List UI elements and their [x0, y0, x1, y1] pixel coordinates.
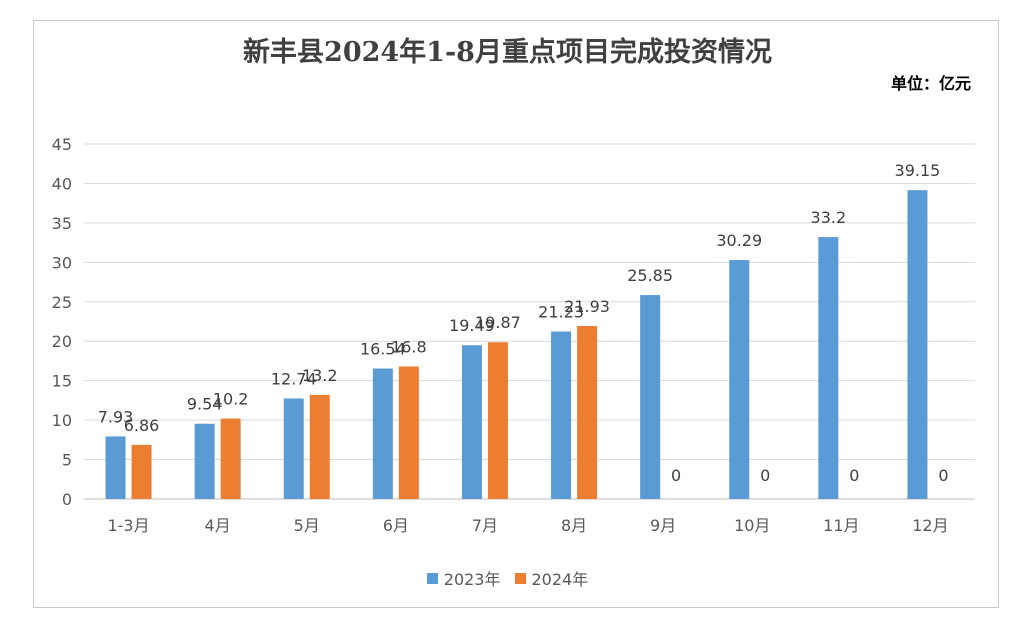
bar-2023年-5月 — [283, 398, 304, 499]
data-label: 13.2 — [302, 366, 338, 385]
data-label: 6.86 — [124, 416, 160, 435]
x-tick-label: 10月 — [734, 516, 770, 535]
data-label: 0 — [849, 466, 859, 485]
bar-2023年-9月 — [640, 295, 661, 499]
x-tick-label: 7月 — [472, 516, 498, 535]
bar-2023年-11月 — [818, 237, 839, 500]
y-tick-label: 5 — [62, 451, 72, 470]
bar-2023年-4月 — [194, 423, 215, 499]
bar-2024年-1-3月 — [131, 444, 152, 499]
data-label: 33.2 — [811, 208, 847, 227]
x-tick-label: 9月 — [650, 516, 676, 535]
data-label: 39.15 — [895, 161, 941, 180]
bar-2023年-12月 — [907, 190, 928, 499]
data-label: 21.23 — [538, 303, 584, 322]
x-tick-label: 6月 — [383, 516, 409, 535]
y-tick-label: 45 — [52, 135, 72, 154]
data-label: 30.29 — [716, 231, 762, 250]
bar-2023年-1-3月 — [105, 436, 126, 499]
chart-title: 新丰县2024年1-8月重点项目完成投资情况 — [243, 37, 772, 68]
x-tick-label: 5月 — [294, 516, 320, 535]
bar-2024年-6月 — [398, 366, 419, 499]
y-tick-label: 20 — [52, 332, 72, 351]
data-label: 19.49 — [449, 316, 495, 335]
data-label: 12.74 — [271, 369, 317, 388]
bar-2024年-8月 — [577, 325, 598, 499]
y-tick-label: 40 — [52, 174, 72, 193]
legend: 2023年 2024年 — [0, 566, 1015, 590]
y-tick-label: 0 — [62, 490, 72, 509]
y-tick-label: 25 — [52, 293, 72, 312]
data-label: 16.8 — [391, 337, 427, 356]
bar-2024年-4月 — [220, 418, 241, 499]
legend-item-2023: 2023年 — [426, 566, 501, 590]
x-tick-label: 4月 — [205, 516, 231, 535]
legend-swatch-2023 — [426, 572, 438, 584]
data-label: 7.93 — [98, 407, 134, 426]
unit-label: 单位：亿元 — [890, 74, 971, 93]
legend-label-2024: 2024年 — [531, 570, 589, 589]
legend-swatch-2024 — [514, 572, 526, 584]
y-tick-label: 10 — [52, 411, 72, 430]
data-label: 10.2 — [213, 390, 249, 409]
data-label: 21.93 — [564, 297, 610, 316]
data-label: 19.87 — [475, 313, 521, 332]
y-tick-label: 35 — [52, 214, 72, 233]
bar-2024年-5月 — [309, 394, 330, 499]
data-label: 25.85 — [627, 266, 673, 285]
x-tick-label: 11月 — [823, 516, 859, 535]
data-label: 9.54 — [187, 395, 223, 414]
bar-2023年-6月 — [372, 368, 393, 499]
legend-item-2024: 2024年 — [514, 566, 589, 590]
y-tick-label: 15 — [52, 372, 72, 391]
data-label: 0 — [671, 466, 681, 485]
bar-2024年-7月 — [487, 342, 508, 499]
y-tick-label: 30 — [52, 253, 72, 272]
x-tick-label: 8月 — [561, 516, 587, 535]
data-label: 0 — [760, 466, 770, 485]
bar-2023年-8月 — [551, 331, 572, 499]
x-tick-label: 1-3月 — [107, 516, 149, 535]
x-tick-label: 12月 — [912, 516, 948, 535]
data-label: 0 — [938, 466, 948, 485]
bar-2023年-10月 — [729, 260, 750, 499]
legend-label-2023: 2023年 — [443, 570, 501, 589]
data-label: 16.54 — [360, 340, 406, 359]
bar-2023年-7月 — [461, 345, 482, 499]
